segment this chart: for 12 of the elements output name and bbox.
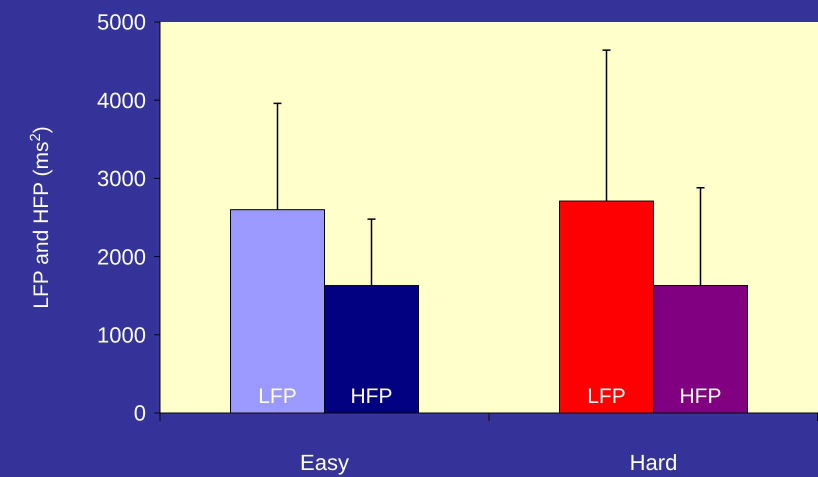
y-tick-label: 4000 <box>97 88 146 113</box>
y-tick-label: 3000 <box>97 166 146 192</box>
series-label: HFP <box>350 385 392 408</box>
x-tick-label: Hard <box>630 450 678 475</box>
text: HFP <box>680 385 722 408</box>
y-tick-label: 5000 <box>97 10 146 35</box>
y-tick-label: 1000 <box>97 322 146 348</box>
y-tick-label: 0 <box>134 400 146 426</box>
y-tick-label: 2000 <box>97 244 146 270</box>
series-label: LFP <box>258 385 297 408</box>
x-tick-label: Easy <box>300 450 349 475</box>
text: LFP <box>587 385 626 408</box>
